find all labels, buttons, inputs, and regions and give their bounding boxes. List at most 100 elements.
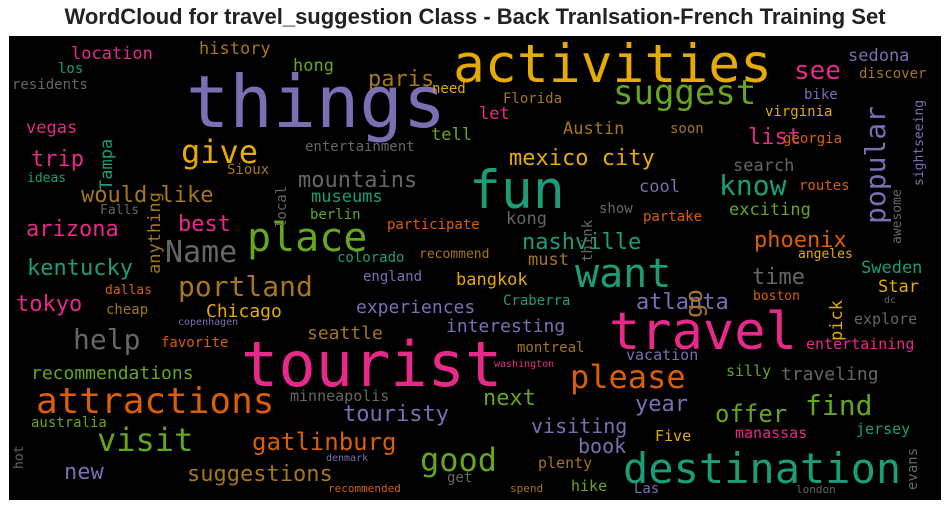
word-suggestions: suggestions	[187, 462, 333, 487]
word-kentucky: kentucky	[27, 256, 133, 281]
word-london: london	[796, 483, 836, 496]
word-five: Five	[655, 427, 692, 445]
word-help: help	[73, 323, 141, 356]
word-popular: popular	[859, 105, 892, 224]
word-sioux: Sioux	[227, 162, 270, 178]
word-england: england	[363, 269, 423, 285]
word-ideas: ideas	[27, 171, 67, 186]
word-awesome: awesome	[890, 189, 905, 244]
word-bangkok: bangkok	[456, 270, 528, 290]
word-see: see	[794, 56, 841, 86]
word-fun: fun	[469, 160, 565, 221]
word-must: must	[528, 250, 569, 270]
word-phoenix: phoenix	[754, 228, 847, 253]
word-hot: hot	[12, 445, 27, 469]
word-anything: anything	[145, 192, 165, 274]
word-star: Star	[878, 277, 919, 297]
word-participate: participate	[387, 217, 480, 233]
word-let: let	[479, 104, 510, 124]
word-year: year	[635, 392, 688, 417]
word-portland: portland	[178, 270, 313, 303]
word-tokyo: tokyo	[16, 292, 83, 317]
word-book: book	[578, 434, 627, 458]
word-tampa: Tampa	[97, 138, 117, 190]
word-new: new	[64, 460, 104, 485]
word-find: find	[805, 389, 873, 422]
word-get: get	[447, 470, 473, 486]
word-travel: travel	[609, 302, 797, 362]
word-plenty: plenty	[538, 454, 593, 472]
word-need: need	[432, 81, 466, 97]
word-manassas: manassas	[735, 424, 808, 442]
word-silly: silly	[726, 362, 772, 380]
word-washington: washington	[494, 359, 555, 370]
word-touristy: touristy	[343, 402, 449, 427]
word-las: Las	[634, 481, 660, 497]
word-entertaining: entertaining	[806, 335, 915, 353]
word-name: Name	[165, 235, 238, 270]
word-colorado: colorado	[337, 250, 405, 266]
word-berlin: berlin	[310, 207, 361, 223]
word-offer: offer	[715, 400, 788, 428]
word-best: best	[178, 212, 231, 237]
word-craberra: Craberra	[503, 293, 571, 309]
word-paris: paris	[368, 67, 435, 92]
word-los: los	[58, 61, 84, 77]
word-exciting: exciting	[729, 200, 811, 220]
word-history: history	[199, 39, 271, 59]
word-routes: routes	[799, 178, 850, 194]
word-florida: Florida	[503, 91, 563, 107]
word-vacation: vacation	[626, 346, 699, 364]
word-explore: explore	[854, 310, 918, 328]
word-experiences: experiences	[356, 297, 476, 318]
word-virginia: virginia	[765, 104, 833, 120]
word-kong: kong	[506, 209, 547, 229]
word-spend: spend	[510, 482, 544, 495]
word-location: location	[71, 44, 153, 64]
word-partake: partake	[643, 209, 703, 225]
word-soon: soon	[670, 121, 704, 137]
word-visiting: visiting	[531, 414, 628, 438]
word-know: know	[719, 169, 787, 202]
word-austin: Austin	[563, 119, 625, 139]
word-recommend: recommend	[419, 247, 490, 262]
word-dc: dc	[884, 295, 897, 306]
word-vegas: vegas	[26, 118, 78, 138]
word-museums: museums	[311, 187, 383, 207]
word-time: time	[752, 265, 805, 290]
word-interesting: interesting	[446, 316, 566, 337]
word-list: list	[748, 125, 801, 150]
word-residents: residents	[12, 77, 88, 93]
word-nashville: nashville	[522, 230, 642, 255]
word-want: want	[575, 251, 672, 297]
word-place: place	[247, 215, 368, 261]
word-recommended: recommended	[328, 482, 401, 495]
word-favorite: favorite	[161, 335, 229, 351]
chart-title: WordCloud for travel_suggestion Class - …	[64, 4, 886, 29]
word-cloud: things tourist activities fun travel des…	[9, 36, 941, 500]
word-search: search	[733, 156, 795, 176]
word-cool: cool	[639, 177, 680, 197]
word-give: give	[181, 133, 259, 171]
word-next: next	[483, 386, 536, 411]
word-angeles: angeles	[798, 247, 853, 262]
word-georgia: georgia	[783, 131, 843, 147]
word-recommendations: recommendations	[31, 363, 194, 384]
word-mountains: mountains	[298, 168, 418, 193]
word-tell: tell	[431, 125, 472, 145]
word-sweden: Sweden	[861, 258, 923, 278]
word-minneapolis: minneapolis	[290, 387, 390, 405]
word-destination: destination	[623, 444, 902, 493]
word-evans: evans	[905, 447, 921, 490]
word-discover: discover	[859, 66, 927, 82]
word-hike: hike	[571, 477, 608, 495]
word-chicago: Chicago	[206, 301, 282, 322]
word-mexico-city: mexico city	[509, 146, 655, 171]
word-sightseeing: sightseeing	[912, 99, 927, 186]
word-activities: activities	[453, 36, 773, 95]
word-attractions: attractions	[36, 381, 275, 422]
word-cheap: cheap	[106, 302, 149, 318]
word-local: local	[274, 185, 290, 228]
word-arizona: arizona	[26, 217, 119, 242]
word-trip: trip	[31, 147, 84, 172]
